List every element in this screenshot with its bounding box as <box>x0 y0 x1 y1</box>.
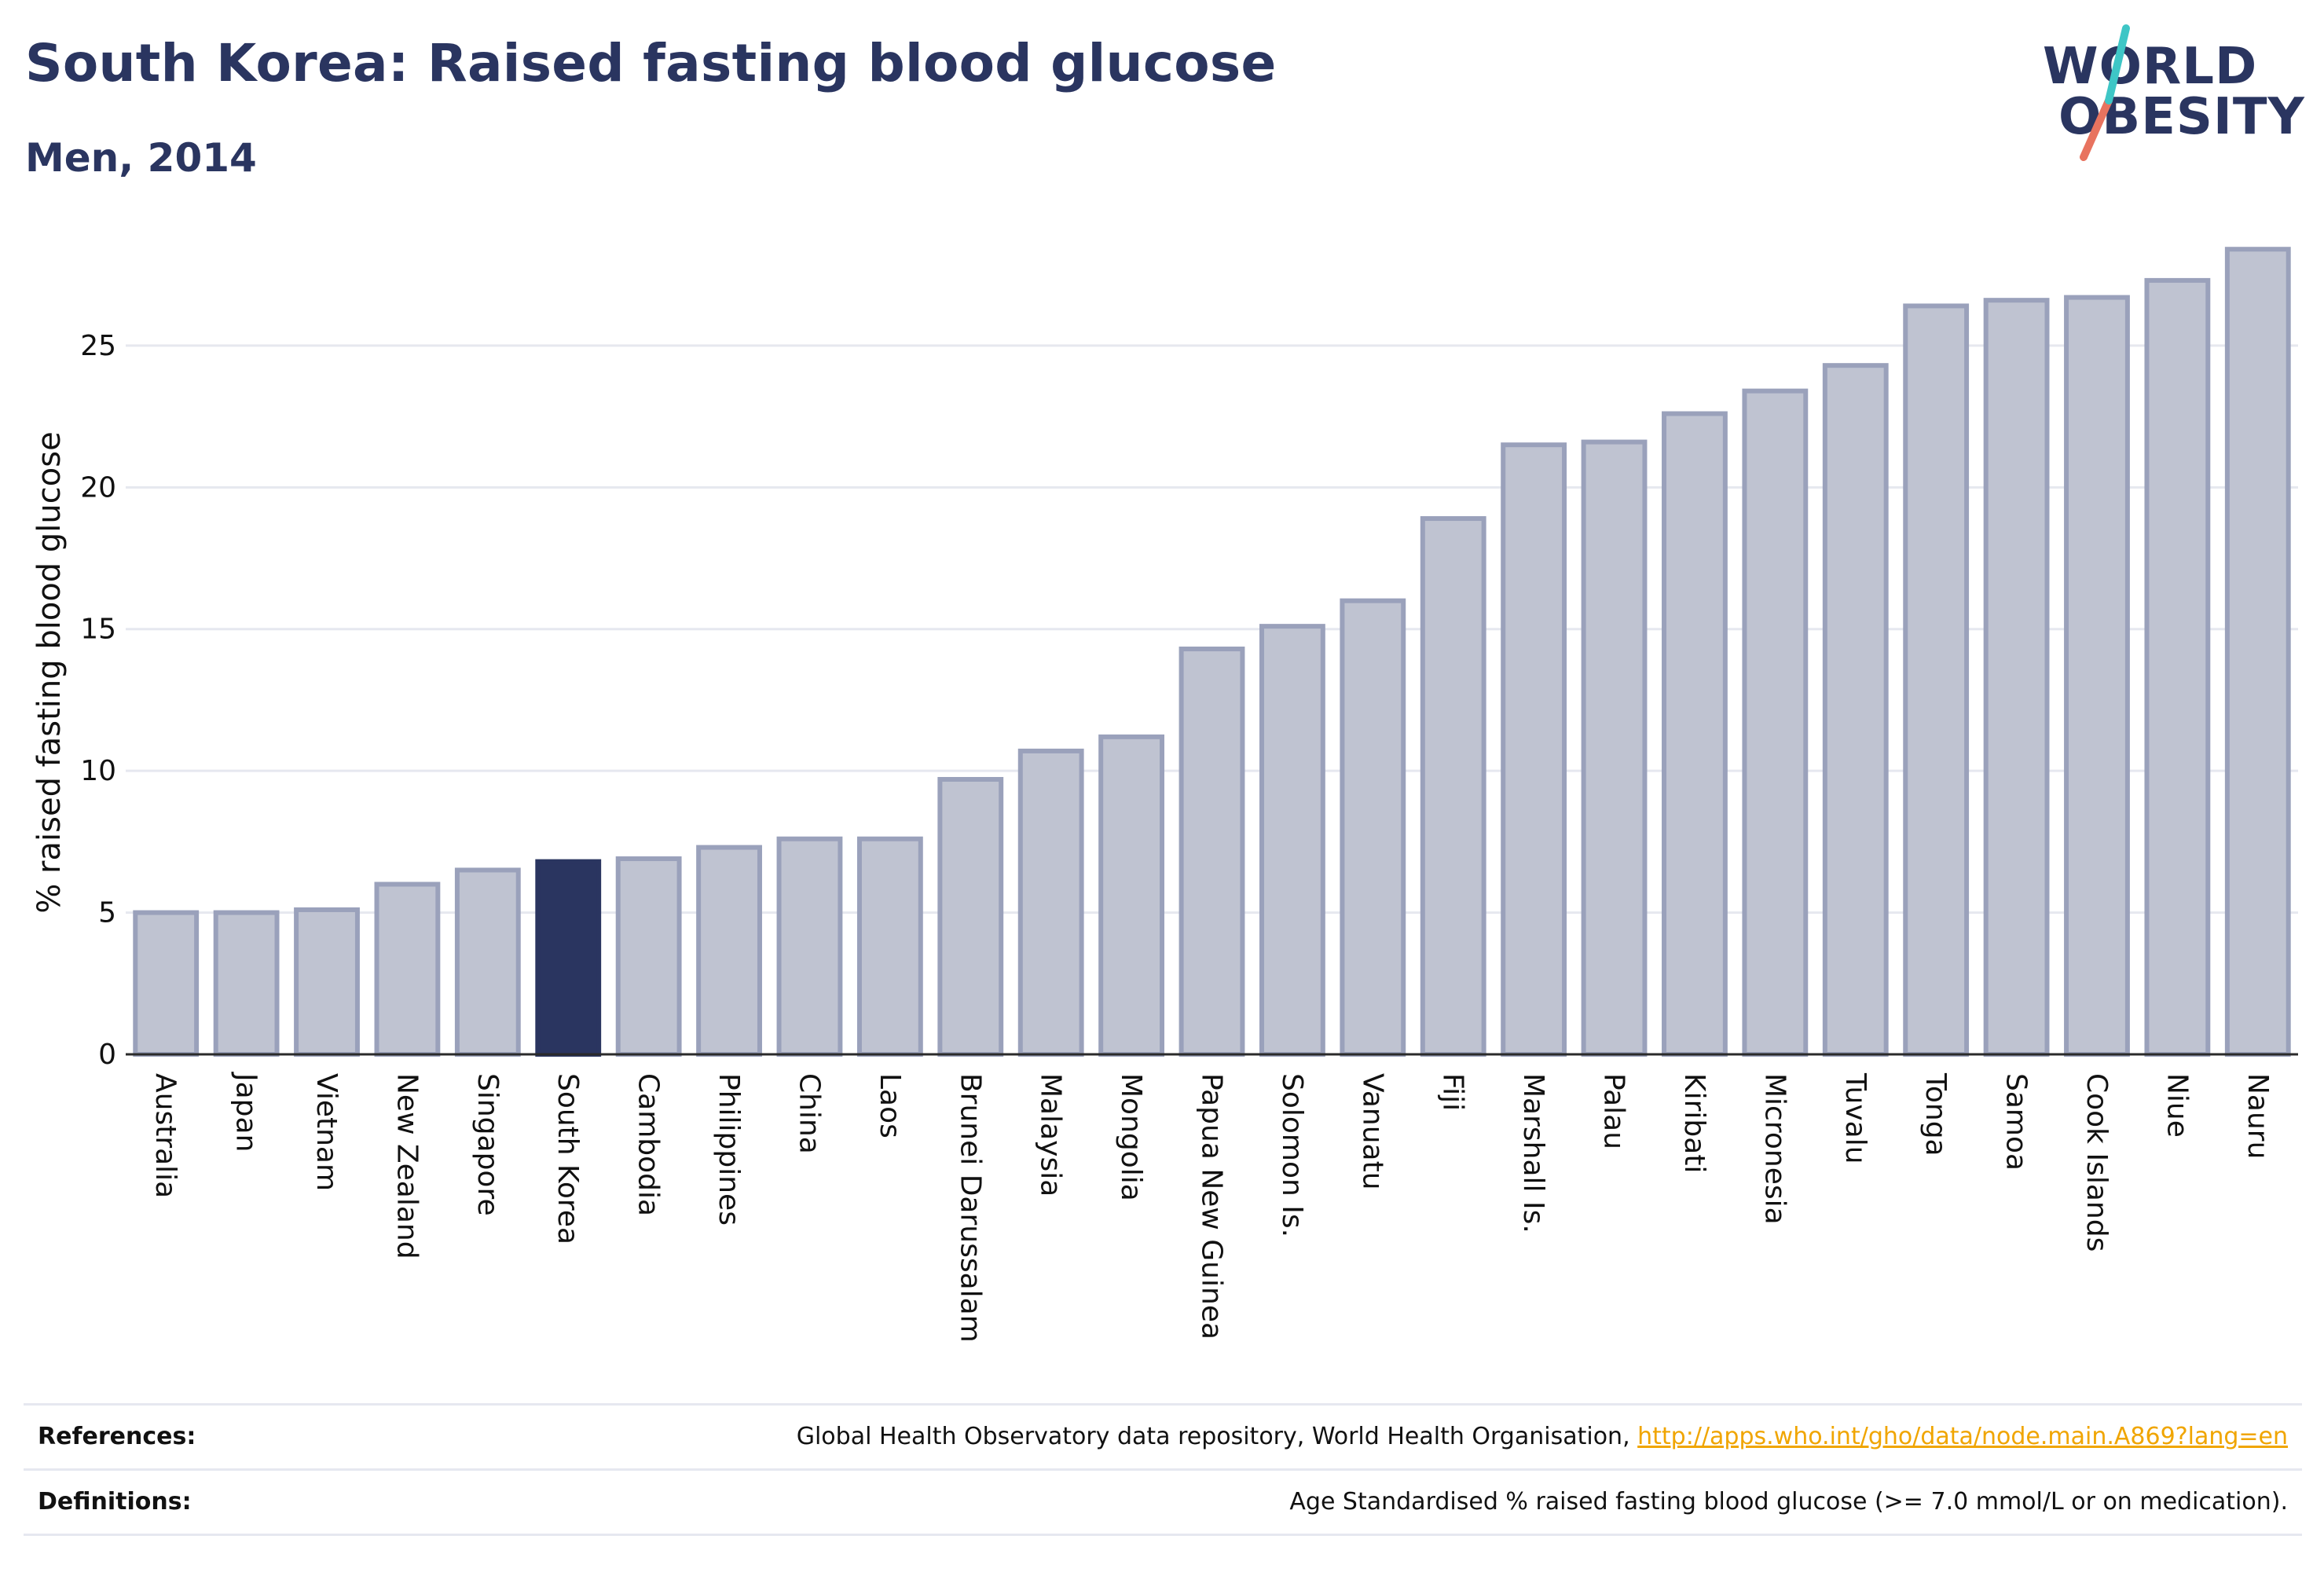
y-tick-label: 10 <box>80 755 116 787</box>
bar-singapore[interactable] <box>454 867 521 1057</box>
x-tick-label: South Korea <box>552 1073 584 1244</box>
references-label: References: <box>38 1423 196 1450</box>
world-obesity-logo[interactable]: WORLD OBESITY <box>2043 22 2310 171</box>
footer-table: References: Global Health Observatory da… <box>24 1403 2302 1536</box>
x-tick-label: Papua New Guinea <box>1196 1073 1228 1340</box>
x-tick-label: Australia <box>149 1073 181 1198</box>
x-tick-label: Vanuatu <box>1356 1073 1388 1190</box>
x-tick-label: Brunei Darussalam <box>954 1073 986 1343</box>
x-tick-label: Kiribati <box>1678 1073 1710 1173</box>
bar-tuvalu[interactable] <box>1822 363 1889 1057</box>
x-tick-label: Mongolia <box>1115 1073 1147 1201</box>
x-tick-label: Niue <box>2161 1073 2193 1138</box>
x-tick-label: Fiji <box>1437 1073 1469 1111</box>
bar-chart: 0 5 10 15 20 25 Australia Japan Vietnam New Zeal… <box>31 247 2298 1343</box>
bar-fiji[interactable] <box>1420 516 1486 1057</box>
x-tick-label: Tuvalu <box>1839 1072 1871 1164</box>
definitions-text: Age Standardised % raised fasting blood … <box>1289 1488 2288 1516</box>
bar-brunei-darussalam[interactable] <box>937 776 1004 1057</box>
bar-vietnam[interactable] <box>294 907 360 1057</box>
y-tick-label: 20 <box>80 471 116 504</box>
bar-palau[interactable] <box>1581 439 1648 1057</box>
bar-malaysia[interactable] <box>1017 748 1084 1057</box>
references-link[interactable]: http://apps.who.int/gho/data/node.main.A… <box>1637 1423 2288 1450</box>
x-tick-label: Singapore <box>471 1073 504 1216</box>
x-tick-label: Palau <box>1598 1073 1630 1149</box>
bar-japan[interactable] <box>213 910 280 1057</box>
x-tick-label: New Zealand <box>390 1073 423 1259</box>
y-tick-label: 5 <box>98 897 116 929</box>
x-tick-label: Japan <box>230 1072 262 1152</box>
y-tick-label: 15 <box>80 614 116 646</box>
x-tick-label: Solomon Is. <box>1276 1073 1308 1237</box>
definitions-row: Definitions: Age Standardised % raised f… <box>24 1468 2302 1536</box>
x-tick-label: Laos <box>874 1073 906 1138</box>
y-axis-ticks: 0 5 10 15 20 25 <box>80 330 116 1071</box>
chart-title: South Korea: Raised fasting blood glucos… <box>25 33 1277 93</box>
x-tick-label: Vietnam <box>310 1073 343 1191</box>
x-tick-label: Nauru <box>2242 1073 2274 1159</box>
bar-china[interactable] <box>776 836 843 1057</box>
x-tick-label: China <box>793 1073 825 1154</box>
bar-samoa[interactable] <box>1983 298 2050 1057</box>
bar-micronesia[interactable] <box>1742 388 1809 1057</box>
bar-vanuatu[interactable] <box>1340 598 1406 1057</box>
x-tick-label: Cambodia <box>632 1073 665 1216</box>
bar-tonga[interactable] <box>1903 303 1970 1057</box>
bar-south-korea[interactable] <box>535 859 602 1057</box>
x-tick-label: Tonga <box>1919 1072 1952 1156</box>
bar-laos[interactable] <box>856 836 923 1057</box>
x-tick-label: Malaysia <box>1035 1073 1067 1197</box>
x-tick-label: Philippines <box>713 1073 745 1226</box>
bar-nauru[interactable] <box>2224 247 2291 1057</box>
references-row: References: Global Health Observatory da… <box>24 1403 2302 1468</box>
logo-word-world: WORLD <box>2043 38 2258 96</box>
references-source: Global Health Observatory data repositor… <box>796 1423 1638 1450</box>
bar-cook-islands[interactable] <box>2064 295 2130 1057</box>
bar-marshall-is[interactable] <box>1501 442 1567 1057</box>
bar-cambodia[interactable] <box>615 856 682 1057</box>
bar-philippines[interactable] <box>696 845 762 1057</box>
definitions-label: Definitions: <box>38 1488 192 1516</box>
x-tick-label: Micronesia <box>1758 1073 1791 1225</box>
bar-new-zealand[interactable] <box>374 881 441 1057</box>
y-tick-label: 0 <box>98 1039 116 1071</box>
chart-subtitle: Men, 2014 <box>25 135 257 181</box>
bars <box>133 247 2291 1057</box>
x-axis-ticks: Australia Japan Vietnam New Zealand Singapor… <box>149 1072 2274 1343</box>
bar-kiribati[interactable] <box>1662 411 1728 1057</box>
references-text: Global Health Observatory data repositor… <box>797 1423 2288 1450</box>
bar-mongolia[interactable] <box>1098 734 1165 1057</box>
bar-papua-new-guinea[interactable] <box>1178 647 1245 1057</box>
bar-niue[interactable] <box>2144 277 2211 1057</box>
y-tick-label: 25 <box>80 330 116 362</box>
x-tick-label: Marshall Is. <box>1517 1073 1549 1233</box>
logo-slash-icon <box>2080 24 2130 161</box>
bar-solomon-is[interactable] <box>1259 624 1325 1057</box>
x-tick-label: Samoa <box>2000 1073 2033 1171</box>
bar-australia[interactable] <box>133 910 200 1057</box>
x-tick-label: Cook Islands <box>2080 1073 2113 1252</box>
y-axis-label: % raised fasting blood glucose <box>31 431 68 913</box>
